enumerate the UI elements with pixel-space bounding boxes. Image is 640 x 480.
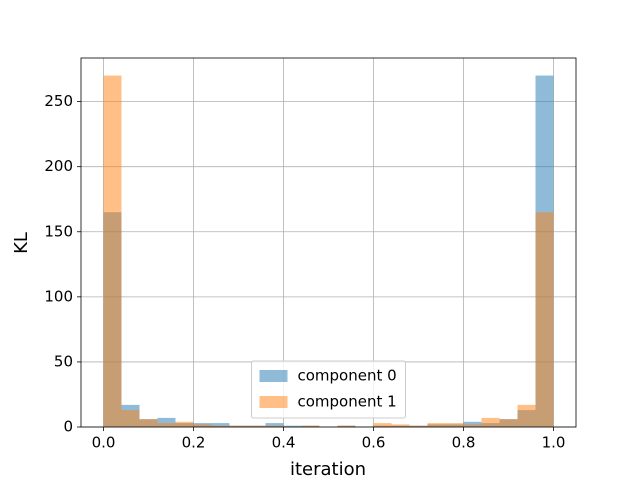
- x-tick-label: 0.6: [362, 434, 386, 452]
- bar: [499, 419, 518, 427]
- x-tick-label: 0.8: [452, 434, 476, 452]
- x-axis-label: iteration: [290, 459, 366, 480]
- bar: [139, 419, 158, 427]
- x-tick-label: 0.2: [182, 434, 206, 452]
- bar: [481, 417, 500, 427]
- y-tick-label: 200: [44, 157, 73, 175]
- y-tick-label: 150: [44, 222, 73, 240]
- bar: [535, 212, 554, 427]
- bar: [247, 425, 266, 427]
- y-tick-label: 250: [44, 92, 73, 110]
- y-tick-label: 50: [54, 352, 73, 370]
- bar: [229, 425, 248, 427]
- legend: component 0 component 1: [251, 360, 406, 419]
- bar: [463, 424, 482, 427]
- bar: [103, 75, 122, 428]
- y-tick-label: 0: [63, 418, 73, 436]
- bar: [157, 423, 176, 427]
- bar: [157, 417, 176, 427]
- bar: [283, 425, 302, 427]
- bar: [265, 423, 284, 427]
- legend-label: component 1: [298, 393, 397, 411]
- x-tick-label: 0.0: [92, 434, 116, 452]
- bar: [391, 424, 410, 427]
- bar: [517, 404, 536, 427]
- bar: [265, 425, 284, 427]
- bar: [193, 424, 212, 427]
- bar: [211, 425, 230, 427]
- bar: [427, 423, 446, 427]
- plot-frame: [80, 57, 577, 428]
- x-tick-label: 1.0: [542, 434, 566, 452]
- x-tick-label: 0.4: [272, 434, 296, 452]
- bar: [373, 423, 392, 427]
- legend-box: [251, 360, 406, 419]
- legend-swatch: [259, 396, 288, 408]
- bar: [337, 425, 356, 427]
- y-axis-label: KL: [11, 232, 32, 254]
- y-tick-label: 100: [44, 287, 73, 305]
- bar: [211, 423, 230, 427]
- bar: [445, 423, 464, 427]
- bar: [409, 425, 428, 427]
- bar: [301, 425, 320, 427]
- bar: [121, 410, 140, 427]
- bar: [175, 421, 194, 427]
- legend-label: component 0: [298, 367, 397, 385]
- legend-swatch: [259, 370, 288, 382]
